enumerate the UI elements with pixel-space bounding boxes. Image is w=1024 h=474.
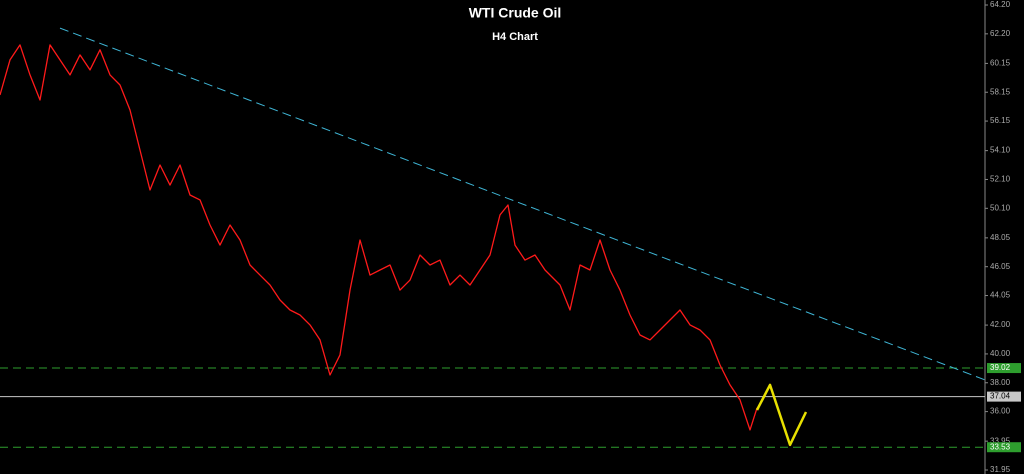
- y-tick-label: 58.15: [990, 87, 1011, 96]
- level-label-box: [987, 442, 1021, 453]
- y-tick-label: 60.15: [990, 59, 1011, 68]
- y-tick-label: 64.20: [990, 0, 1011, 9]
- level-label: 37.04: [990, 392, 1011, 401]
- y-tick-label: 46.05: [990, 262, 1011, 271]
- y-tick-label: 38.00: [990, 378, 1011, 387]
- level-label-box: [987, 363, 1021, 374]
- y-tick-label: 44.05: [990, 291, 1011, 300]
- y-tick-label: 52.10: [990, 175, 1011, 184]
- y-tick-label: 56.15: [990, 116, 1011, 125]
- level-label: 39.02: [990, 363, 1011, 372]
- level-label-box: [987, 391, 1021, 402]
- y-tick-label: 36.00: [990, 407, 1011, 416]
- y-tick-label: 33.95: [990, 436, 1011, 445]
- series-line: [59, 27, 986, 381]
- y-tick-label: 54.10: [990, 146, 1011, 155]
- y-tick-label: 40.00: [990, 349, 1011, 358]
- series-line: [755, 383, 808, 447]
- y-tick-label: 50.10: [990, 203, 1011, 212]
- chart-title: WTI Crude Oil: [469, 5, 562, 21]
- chart-subtitle: H4 Chart: [492, 31, 538, 43]
- y-tick-label: 31.95: [990, 465, 1011, 474]
- y-tick-label: 42.00: [990, 320, 1011, 329]
- level-label: 33.53: [990, 442, 1011, 451]
- series-line: [0, 44, 758, 431]
- y-tick-label: 62.20: [990, 29, 1011, 38]
- y-tick-label: 48.05: [990, 233, 1011, 242]
